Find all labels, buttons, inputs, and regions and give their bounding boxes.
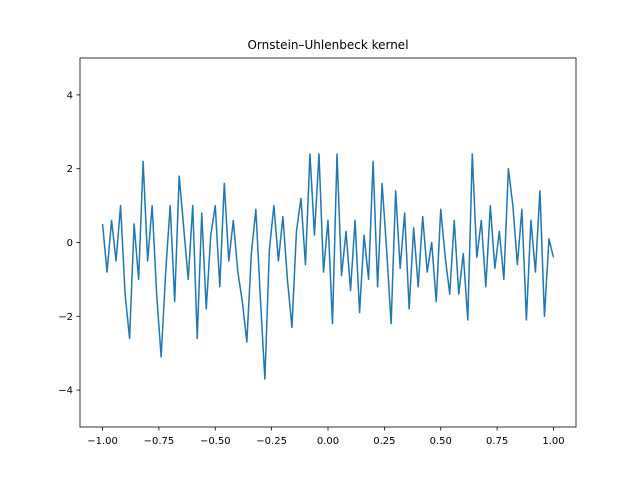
x-tick-label: −1.00 xyxy=(87,436,118,447)
x-tick-label: −0.50 xyxy=(200,436,231,447)
x-tick-label: 0.50 xyxy=(430,436,452,447)
y-tick-label: 4 xyxy=(67,90,73,101)
chart-title: Ornstein–Uhlenbeck kernel xyxy=(247,38,408,52)
x-tick-label: 0.00 xyxy=(317,436,339,447)
y-tick-label: 0 xyxy=(67,238,73,249)
line-series xyxy=(101,153,555,380)
x-tick-label: 0.25 xyxy=(373,436,395,447)
x-tick-label: −0.25 xyxy=(256,436,287,447)
x-tick-label: 1.00 xyxy=(542,436,564,447)
y-tick-label: 2 xyxy=(67,164,73,175)
y-tick-label: −2 xyxy=(58,312,73,323)
x-tick-label: −0.75 xyxy=(144,436,175,447)
x-tick-label: 0.75 xyxy=(486,436,508,447)
y-tick-label: −4 xyxy=(58,386,73,397)
